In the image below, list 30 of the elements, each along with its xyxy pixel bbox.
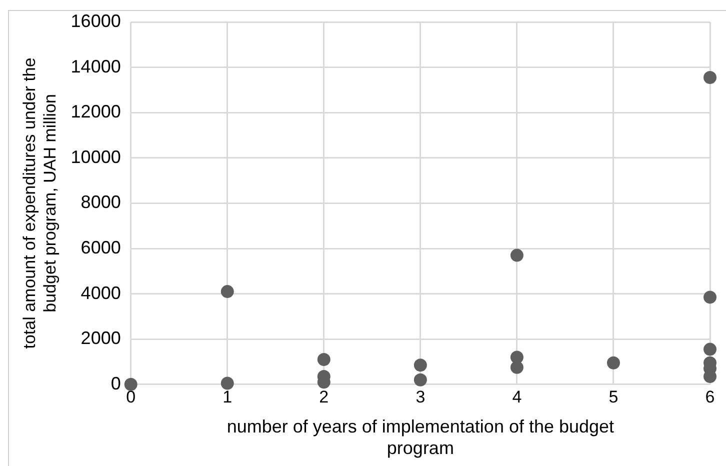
y-tick-label: 16000 <box>70 10 121 31</box>
point <box>704 290 716 304</box>
point <box>510 248 524 262</box>
y-tick-label: 14000 <box>70 56 121 76</box>
y-tick-label: 4000 <box>80 282 121 303</box>
y-tick-label: 2000 <box>80 328 121 348</box>
point <box>317 352 330 366</box>
y-tick-label: 12000 <box>70 102 121 122</box>
point <box>414 358 427 372</box>
x-tick-label: 1 <box>222 387 232 406</box>
point <box>220 285 234 298</box>
point <box>704 342 716 356</box>
y-tick-label: 0 <box>110 373 121 394</box>
x-axis-title: number of years of implementation of the budget program <box>226 416 614 458</box>
y-tick-label: 8000 <box>80 192 121 212</box>
point <box>606 356 620 370</box>
x-tick-label: 3 <box>416 387 426 406</box>
y-tick-label: 6000 <box>80 237 121 258</box>
point <box>220 376 234 390</box>
x-tick-label: 5 <box>608 387 618 406</box>
x-tick-label: 0 <box>126 387 136 406</box>
y-axis-title: total amount of expenditures under the budget program, UAH million <box>20 58 60 349</box>
point <box>414 373 427 386</box>
point <box>124 378 138 391</box>
x-tick-label: 4 <box>512 387 522 406</box>
x-tick-label: 2 <box>319 387 329 406</box>
point <box>704 70 716 84</box>
x-tick-label: 6 <box>705 387 715 406</box>
point <box>510 360 524 374</box>
y-tick-label: 10000 <box>70 146 121 167</box>
